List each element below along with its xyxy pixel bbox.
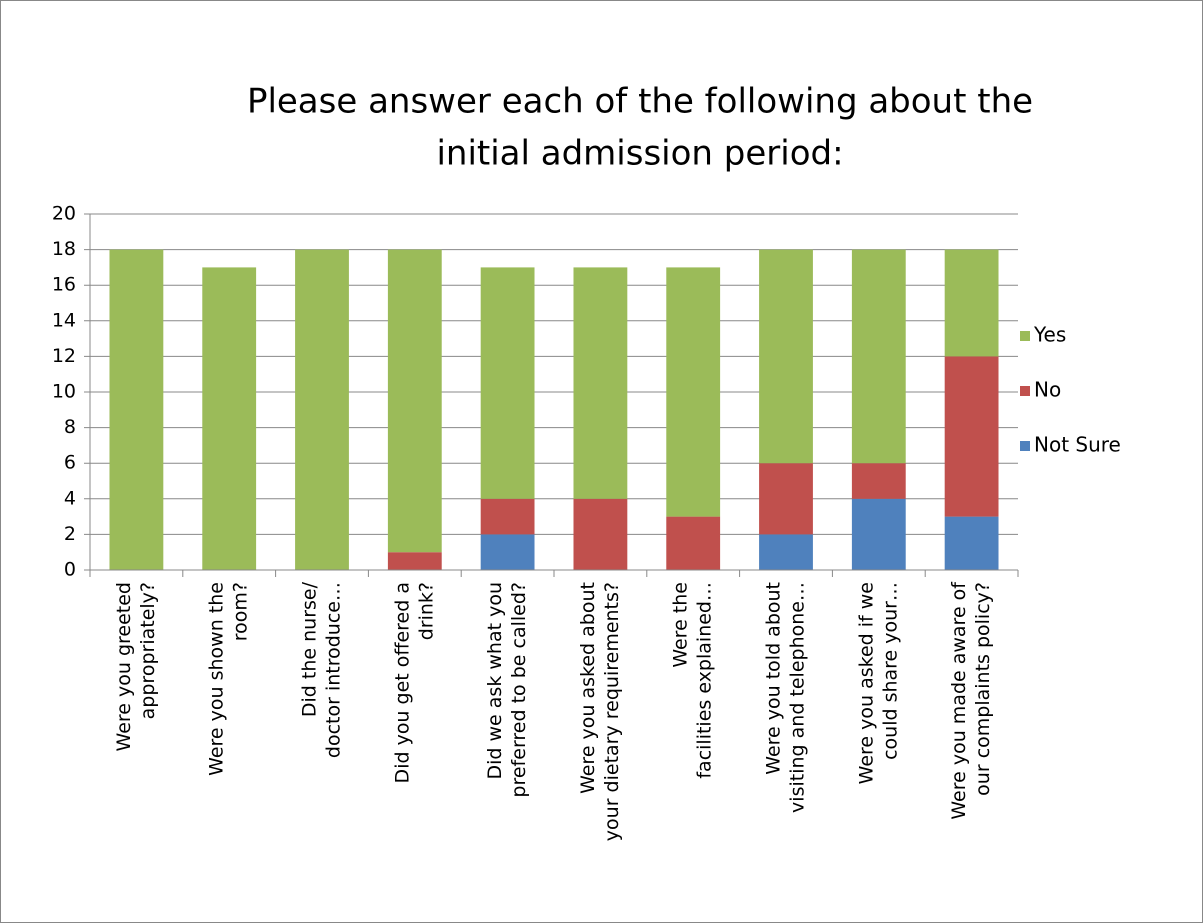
x-tick-label: visiting and telephone…	[787, 582, 809, 813]
y-tick-label: 12	[52, 345, 76, 367]
x-tick-label: Did we ask what you	[484, 582, 506, 780]
y-tick-label: 10	[52, 381, 76, 403]
legend-swatch	[1020, 386, 1030, 396]
bar-segment	[573, 267, 628, 499]
x-tick-label: Were you told about	[763, 582, 785, 775]
y-tick-label: 4	[64, 487, 76, 509]
x-tick-label: Were the	[670, 582, 692, 668]
x-tick-label: Were you asked about	[577, 582, 599, 794]
bar-segment	[480, 267, 535, 499]
y-tick-label: 16	[52, 274, 76, 296]
bar-segment	[759, 534, 813, 570]
x-tick-label: room?	[230, 582, 252, 641]
y-tick-label: 14	[52, 309, 76, 331]
x-tick-label: Were you shown the	[206, 582, 228, 776]
bar-segment	[944, 516, 999, 570]
bar-segment	[851, 498, 906, 570]
bar-segment	[387, 552, 442, 570]
bar-segment	[109, 249, 164, 570]
bar-segment	[666, 267, 721, 517]
x-tick-label: drink?	[415, 582, 437, 640]
bar-segment	[759, 463, 813, 535]
y-tick-label: 6	[64, 452, 76, 474]
x-tick-label: preferred to be called?	[508, 582, 530, 798]
x-tick-label: our complaints policy?	[972, 582, 994, 796]
y-tick-label: 8	[64, 416, 76, 438]
x-tick-label: doctor introduce…	[323, 582, 345, 758]
y-tick-label: 18	[52, 238, 76, 260]
bar-segment	[295, 249, 349, 570]
legend-label: Yes	[1033, 323, 1066, 347]
bar-segment	[851, 249, 906, 464]
chart-title: initial admission period:	[436, 134, 843, 174]
legend-swatch	[1020, 331, 1030, 341]
bar-segment	[480, 498, 535, 535]
chart-title: Please answer each of the following abou…	[247, 82, 1033, 122]
x-tick-label: appropriately?	[137, 582, 159, 719]
x-tick-label: Did you get offered a	[391, 582, 413, 783]
bar-segment	[944, 356, 999, 517]
bar-segment	[480, 534, 535, 570]
bar-segment	[851, 463, 906, 499]
bar-segment	[573, 498, 628, 570]
x-tick-label: Were you greeted	[113, 582, 135, 751]
bar-segment	[944, 249, 999, 357]
x-tick-label: your dietary requirements?	[601, 582, 623, 841]
x-tick-label: could share your…	[879, 582, 901, 760]
y-tick-label: 20	[52, 203, 76, 225]
x-tick-label: facilities explained…	[694, 582, 716, 779]
x-tick-label: Did the nurse/	[299, 581, 321, 717]
bar-segment	[759, 249, 813, 464]
y-tick-label: 0	[64, 559, 76, 581]
x-tick-label: Were you asked if we	[855, 582, 877, 784]
legend-label: No	[1034, 378, 1061, 402]
legend-swatch	[1020, 441, 1030, 451]
x-tick-label: Were you made aware of	[948, 581, 970, 820]
legend-label: Not Sure	[1034, 433, 1121, 457]
bar-segment	[387, 249, 442, 553]
bar-segment	[202, 267, 257, 570]
bar-segment	[666, 516, 721, 570]
y-tick-label: 2	[64, 523, 76, 545]
